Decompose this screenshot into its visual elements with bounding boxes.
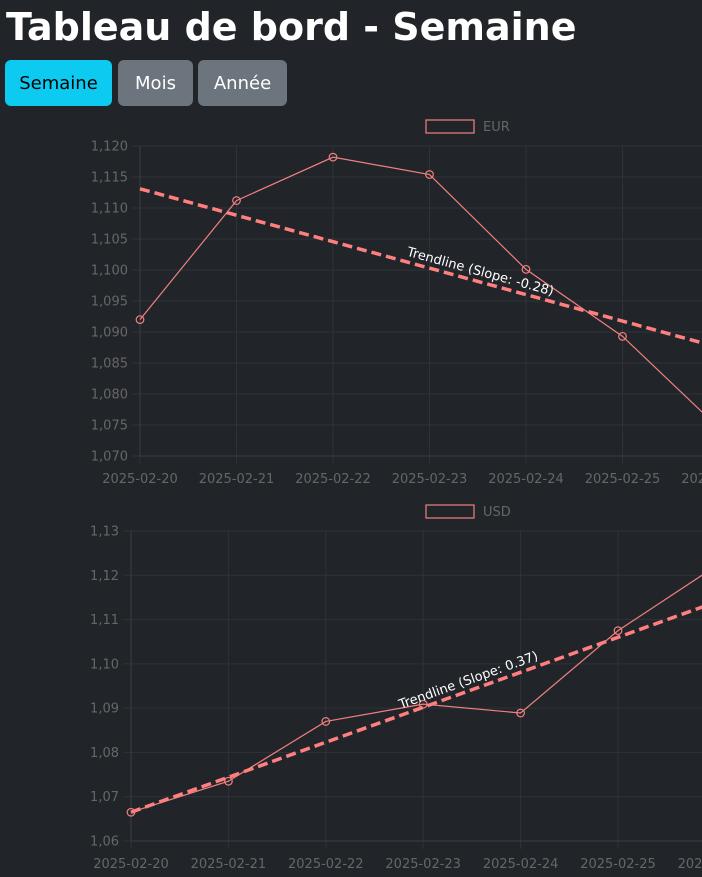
usd-y-tick-label: 1,08 xyxy=(90,746,119,761)
eur-series-line xyxy=(139,156,702,413)
usd-x-tick-label: 2025-02-24 xyxy=(483,857,559,872)
eur-x-tick-label: 2025-02-21 xyxy=(199,472,275,487)
eur-x-tick-label: 2025-02-24 xyxy=(488,472,564,487)
eur-legend-label[interactable]: EUR xyxy=(483,120,510,135)
usd-x-tick-label: 2025-02-25 xyxy=(580,857,656,872)
eur-chart: 1,120 1,115 1,110 1,105 1,100 1,095 1,090 1,085… xyxy=(91,119,702,487)
tab-annee[interactable]: Année xyxy=(198,60,287,106)
eur-y-tick-label: 1,075 xyxy=(91,419,128,434)
usd-data-point[interactable] xyxy=(516,708,525,718)
eur-x-tick-label: 2025-02-26 xyxy=(681,472,702,487)
page-title: Tableau de bord - Semaine xyxy=(6,5,577,49)
eur-data-point[interactable] xyxy=(135,315,145,325)
eur-x-tick-label: 2025-02-23 xyxy=(392,472,468,487)
eur-y-tick-label: 1,105 xyxy=(91,233,128,248)
eur-x-tick-label: 2025-02-20 xyxy=(102,472,178,487)
usd-y-tick-label: 1,07 xyxy=(90,790,119,805)
usd-legend-swatch[interactable] xyxy=(425,504,475,519)
usd-x-tick-label: 2025-02-20 xyxy=(93,857,169,872)
usd-y-tick-label: 1,12 xyxy=(90,569,119,584)
eur-legend-swatch[interactable] xyxy=(425,119,475,134)
eur-y-tick-label: 1,090 xyxy=(91,326,128,341)
usd-trendline xyxy=(130,605,702,814)
eur-data-point[interactable] xyxy=(328,152,338,162)
usd-y-tick-label: 1,10 xyxy=(90,657,119,672)
usd-x-tick-label: 2025-02-21 xyxy=(191,857,267,872)
usd-y-tick-label: 1,11 xyxy=(90,613,119,628)
eur-y-tick-label: 1,100 xyxy=(91,264,128,279)
eur-y-tick-label: 1,095 xyxy=(91,295,128,310)
usd-y-tick-label: 1,13 xyxy=(90,525,119,540)
usd-x-tick-label: 2025-02-23 xyxy=(385,857,461,872)
usd-y-tick-label: 1,06 xyxy=(90,835,119,850)
eur-x-tick-label: 2025-02-22 xyxy=(295,472,371,487)
tab-semaine[interactable]: Semaine xyxy=(5,60,112,106)
usd-data-point[interactable] xyxy=(321,717,331,726)
eur-data-point[interactable] xyxy=(521,264,531,274)
usd-y-tick-label: 1,09 xyxy=(90,702,119,717)
eur-y-tick-label: 1,070 xyxy=(91,450,128,465)
usd-x-tick-label: 2025-02-26 xyxy=(678,857,702,872)
eur-data-point[interactable] xyxy=(618,331,627,341)
eur-data-point[interactable] xyxy=(425,170,434,179)
usd-chart: 1,13 1,12 1,11 1,10 1,09 1,08 1,07 1,06 2025-02-… xyxy=(90,504,702,872)
eur-data-point[interactable] xyxy=(232,196,241,205)
usd-series-line xyxy=(130,574,702,813)
usd-data-point[interactable] xyxy=(613,626,623,636)
eur-y-tick-label: 1,115 xyxy=(91,171,128,186)
usd-trendline-label: Trendline (Slope: 0.37) xyxy=(396,649,540,713)
eur-y-tick-label: 1,080 xyxy=(91,388,128,403)
usd-legend-label[interactable]: USD xyxy=(483,505,511,520)
usd-x-tick-label: 2025-02-22 xyxy=(288,857,364,872)
eur-trendline-label: Trendline (Slope: -0.28) xyxy=(404,245,555,300)
eur-trendline xyxy=(139,187,702,345)
usd-data-point[interactable] xyxy=(223,776,233,786)
eur-y-tick-label: 1,110 xyxy=(91,202,128,217)
eur-y-tick-label: 1,120 xyxy=(91,140,128,155)
eur-x-tick-label: 2025-02-25 xyxy=(585,472,661,487)
tab-mois[interactable]: Mois xyxy=(118,60,193,106)
eur-y-tick-label: 1,085 xyxy=(91,357,128,372)
